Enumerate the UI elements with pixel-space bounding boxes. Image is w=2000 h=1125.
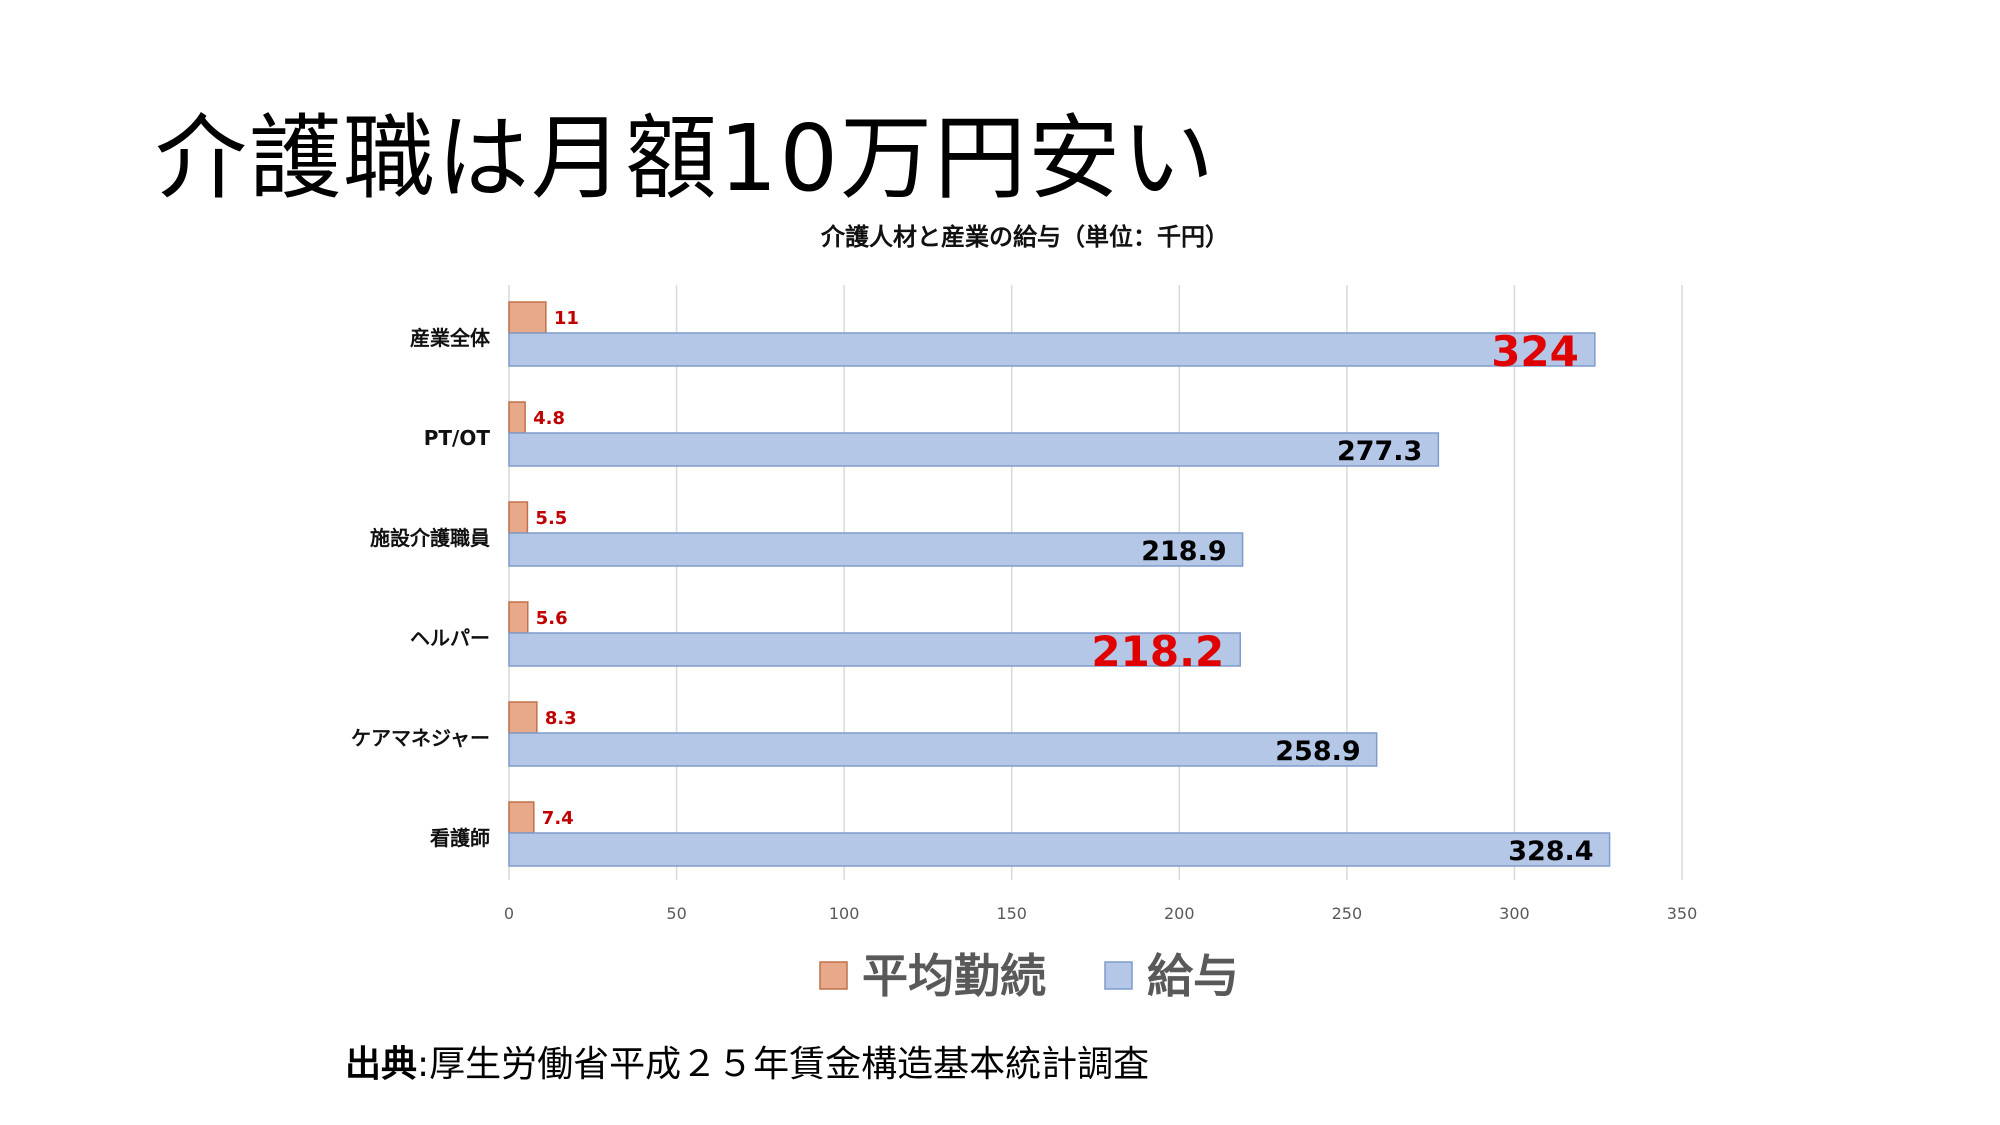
data-label-salary: 328.4	[1508, 836, 1593, 867]
data-label-salary: 218.9	[1141, 536, 1226, 567]
bar-salary	[508, 832, 1611, 867]
source-text: 厚生労働省平成２５年賃金構造基本統計調査	[429, 1044, 1150, 1085]
data-label-tenure: 8.3	[545, 708, 577, 729]
data-label-tenure: 4.8	[533, 408, 565, 429]
legend-swatch-tenure	[819, 961, 848, 990]
x-tick-label: 350	[1667, 904, 1698, 923]
x-tick-label: 300	[1499, 904, 1530, 923]
bar-tenure	[508, 501, 529, 534]
bar-salary	[508, 532, 1244, 567]
legend: 平均勤続 給与	[819, 949, 1239, 1003]
bars: 11 324 4.8 277.3 5.5 218.9 5.6 218.2 8.3 258.9 7.4…	[508, 301, 1611, 867]
category-label: PT/OT	[424, 426, 491, 450]
category-label: ケアマネジャー	[351, 726, 490, 750]
bar-tenure	[508, 401, 526, 434]
bar-tenure	[508, 601, 529, 634]
category-label: ヘルパー	[410, 626, 490, 650]
bar-salary	[508, 732, 1378, 767]
x-tick-label: 100	[829, 904, 860, 923]
category-label: 施設介護職員	[370, 526, 490, 550]
x-tick-label: 50	[666, 904, 686, 923]
x-tick-label: 250	[1332, 904, 1363, 923]
data-label-bg	[538, 703, 581, 732]
data-label-salary: 218.2	[1091, 627, 1224, 676]
data-label-salary: 277.3	[1337, 436, 1422, 467]
slide-title: 介護職は月額10万円安い	[155, 105, 1217, 212]
source-separator: :	[417, 1044, 430, 1085]
category-label: 看護師	[430, 826, 490, 850]
source-note: 出典:厚生労働省平成２５年賃金構造基本統計調査	[345, 1035, 1149, 1087]
source-label: 出典	[345, 1044, 418, 1085]
legend-label-tenure: 平均勤続	[862, 949, 1046, 1003]
bar-salary	[508, 332, 1596, 367]
chart-title: 介護人材と産業の給与（単位：千円）	[820, 223, 1229, 251]
data-label-salary: 324	[1491, 327, 1579, 376]
data-label-tenure: 7.4	[542, 808, 574, 829]
category-label: 産業全体	[410, 326, 491, 350]
bar-salary	[508, 432, 1440, 467]
data-label-bg	[535, 803, 578, 832]
bar-tenure	[508, 701, 538, 734]
bar-tenure	[508, 301, 547, 334]
legend-label-salary: 給与	[1147, 949, 1239, 1003]
bar-salary	[508, 632, 1242, 667]
x-tick-label: 200	[1164, 904, 1195, 923]
data-label-bg	[529, 603, 572, 632]
data-label-bg	[527, 403, 570, 432]
x-tick-label: 150	[996, 904, 1027, 923]
data-label-bg	[529, 503, 572, 532]
x-tick-label: 0	[504, 904, 514, 923]
x-axis-ticks: 0 50 100 150 200 250 300 350	[504, 904, 1697, 923]
data-label-salary: 258.9	[1275, 736, 1360, 767]
gridlines	[508, 285, 1683, 880]
data-label-tenure: 11	[554, 308, 579, 329]
data-label-bg	[547, 303, 590, 332]
data-label-tenure: 5.5	[535, 508, 567, 529]
legend-swatch-salary	[1104, 961, 1133, 990]
bar-tenure	[508, 801, 535, 834]
data-label-tenure: 5.6	[536, 608, 568, 629]
